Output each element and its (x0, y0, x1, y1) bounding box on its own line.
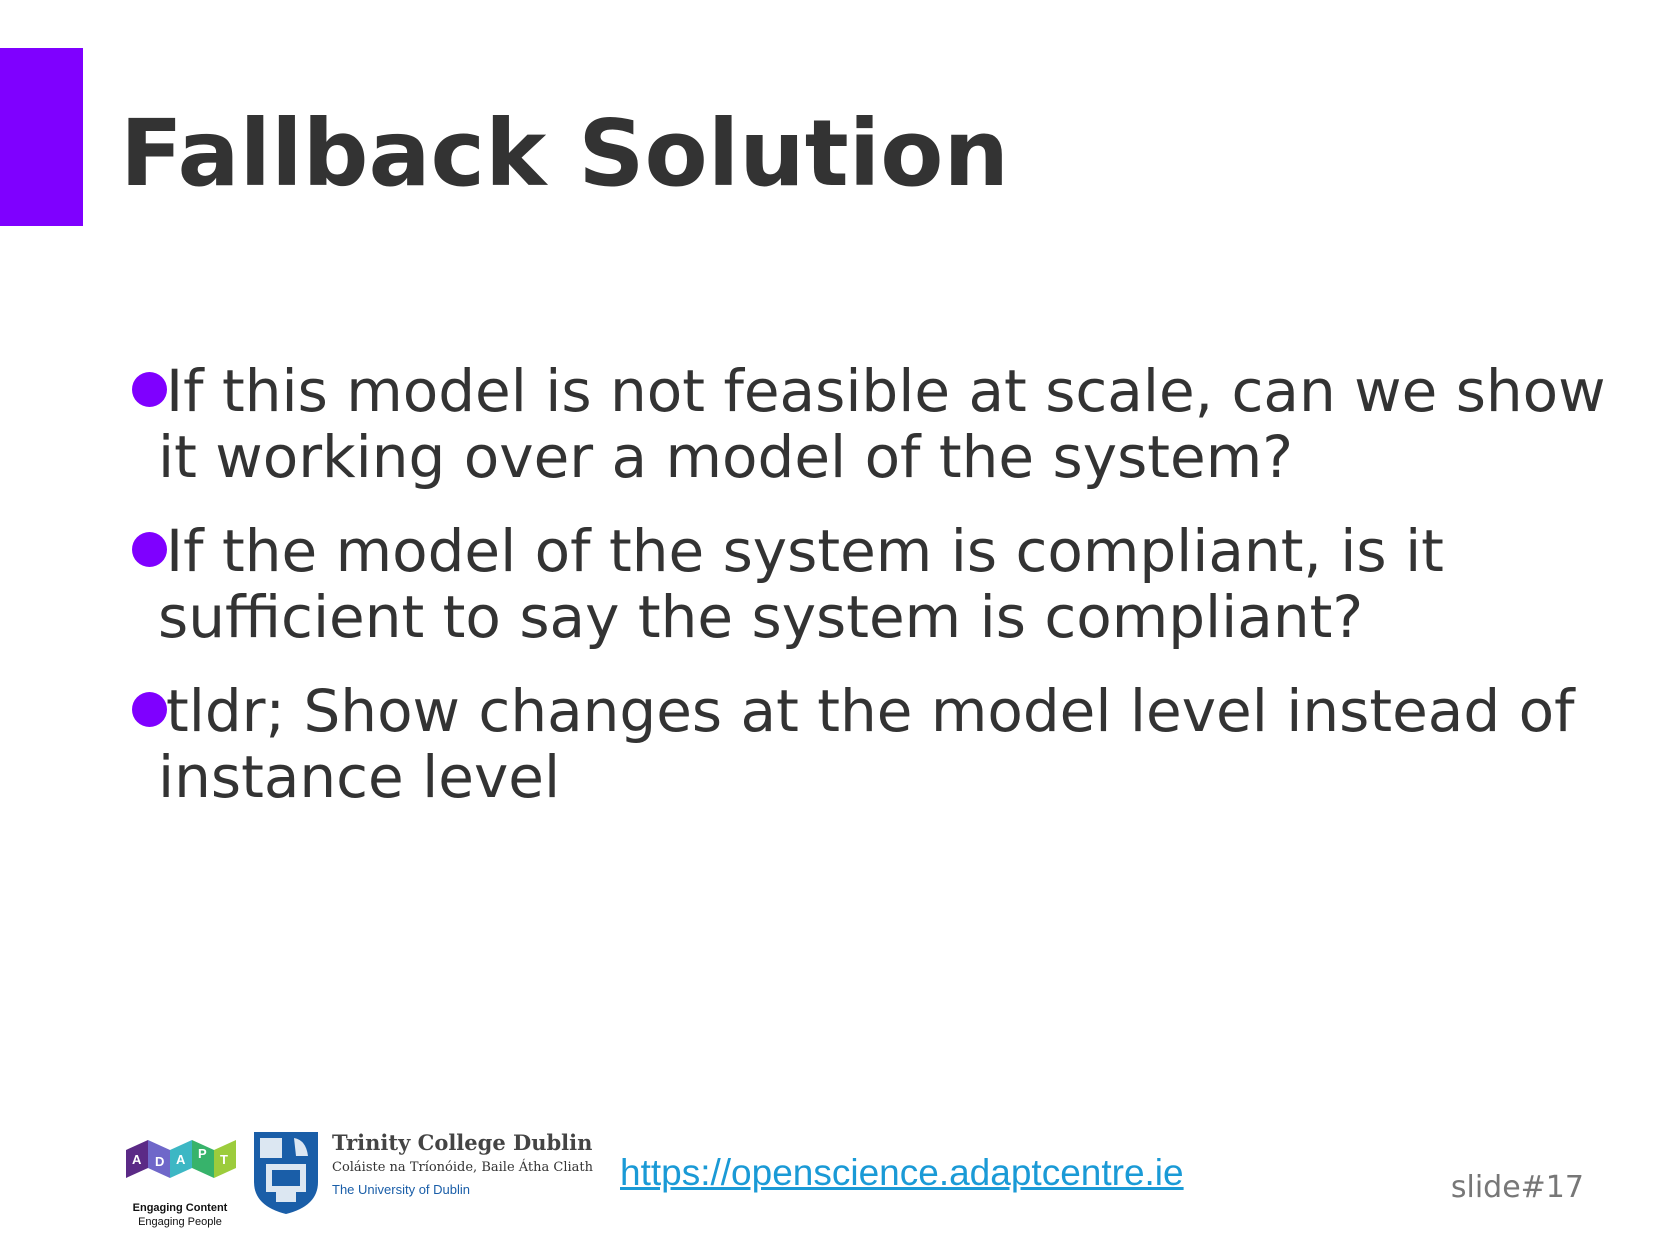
adapt-logo-mark-icon: A D A P T (126, 1140, 236, 1178)
bullet-text: If the model of the system is compliant,… (158, 517, 1444, 651)
bullet-dot-icon (132, 532, 167, 567)
adapt-tagline-2: Engaging People (138, 1216, 222, 1228)
svg-text:T: T (220, 1152, 228, 1167)
bullet-item: If the model of the system is compliant,… (132, 518, 1612, 650)
tcd-subtitle: The University of Dublin (332, 1182, 470, 1197)
tcd-crest-icon (254, 1132, 318, 1214)
bullet-text: tldr; Show changes at the model level in… (158, 677, 1575, 811)
svg-text:A: A (132, 1152, 142, 1167)
tcd-name: Trinity College Dublin (332, 1130, 593, 1155)
tcd-logo: Trinity College Dublin Coláiste na Tríon… (250, 1128, 593, 1218)
bullet-list: If this model is not feasible at scale, … (132, 358, 1612, 838)
bullet-dot-icon (132, 372, 167, 407)
svg-text:D: D (155, 1154, 164, 1169)
svg-text:A: A (176, 1152, 186, 1167)
adapt-logo: A D A P T Engaging Content Engaging Peop… (118, 1128, 242, 1238)
bullet-text: If this model is not feasible at scale, … (158, 357, 1606, 491)
adapt-tagline-1: Engaging Content (132, 1202, 228, 1214)
slide-number: slide#17 (1450, 1170, 1584, 1205)
bullet-item: If this model is not feasible at scale, … (132, 358, 1612, 490)
slide-title: Fallback Solution (120, 100, 1010, 207)
svg-text:P: P (198, 1146, 207, 1161)
tcd-irish-name: Coláiste na Tríonóide, Baile Átha Cliath (332, 1160, 594, 1175)
title-accent-bar (0, 48, 83, 226)
openscience-link[interactable]: https://openscience.adaptcentre.ie (620, 1152, 1184, 1193)
bullet-dot-icon (132, 692, 167, 727)
bullet-item: tldr; Show changes at the model level in… (132, 678, 1612, 810)
